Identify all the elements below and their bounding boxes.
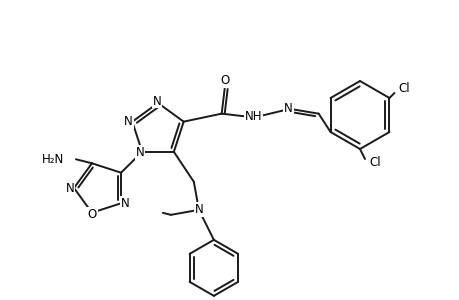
Text: N: N	[123, 115, 132, 128]
Text: O: O	[87, 208, 96, 221]
Text: Cl: Cl	[369, 157, 380, 169]
Text: N: N	[194, 203, 203, 216]
Text: N: N	[66, 182, 74, 194]
Text: O: O	[219, 74, 229, 87]
Text: N: N	[120, 197, 129, 210]
Text: H₂N: H₂N	[42, 153, 64, 166]
Text: N: N	[135, 146, 144, 159]
Text: N: N	[152, 94, 161, 107]
Text: NH: NH	[244, 110, 262, 123]
Text: N: N	[284, 102, 292, 115]
Text: Cl: Cl	[398, 82, 409, 94]
